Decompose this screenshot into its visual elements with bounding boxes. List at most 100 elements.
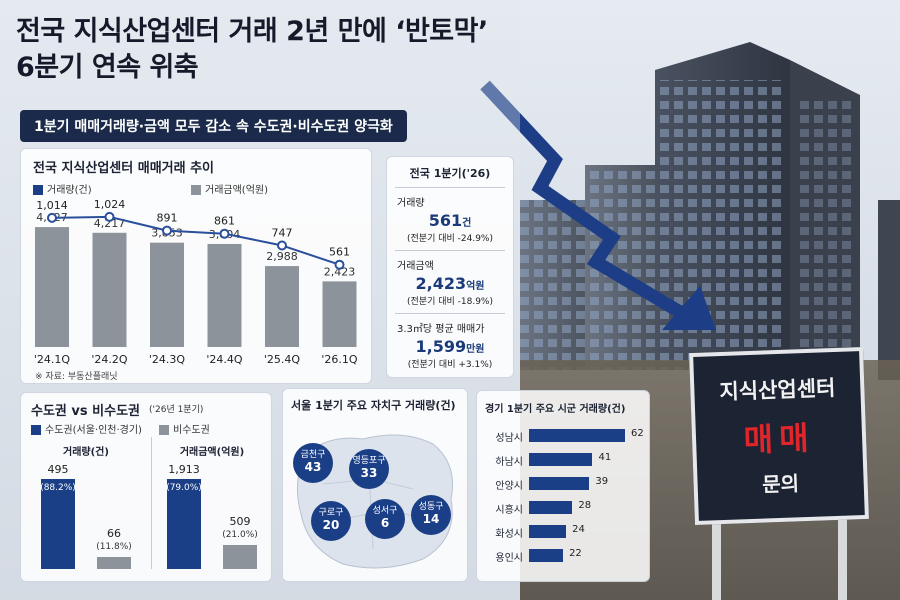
source-note: ※ 자료: 부동산플래닛	[35, 372, 118, 382]
capital-title: 수도권 vs 비수도권	[31, 404, 140, 419]
legend-volume-label: 거래량(건)	[47, 185, 92, 196]
city-bar	[529, 429, 625, 442]
volume-label: 861	[214, 215, 235, 228]
amount-bar	[207, 243, 242, 347]
national-volume-change: (전분기 대비 -24.9%)	[407, 234, 493, 244]
amount-bar	[150, 242, 184, 347]
city-row: 성남시 62	[485, 427, 645, 444]
noncapital-bar	[97, 557, 131, 569]
volume-point	[219, 228, 230, 239]
district-bubble: 성동구 14	[411, 495, 451, 535]
district-name: 영등포구	[352, 456, 386, 466]
legend-noncapital: 비수도권	[159, 421, 210, 436]
city-name: 시흥시	[495, 505, 523, 516]
divider	[395, 313, 505, 314]
subheading-bar: 1분기 매매거래량·금액 모두 감소 속 수도권·비수도권 양극화	[20, 110, 407, 142]
seoul-title: 서울 1분기 주요 자치구 거래량(건)	[291, 399, 456, 412]
category-label: '24.2Q	[91, 353, 128, 366]
city-value: 62	[631, 428, 644, 439]
national-price-label: 3.3㎡당 평균 매매가	[397, 324, 485, 335]
category-label: '25.4Q	[264, 353, 301, 366]
category-label: '24.4Q	[206, 353, 243, 366]
volume-label: 891	[157, 212, 178, 225]
bar-share-label: (21.0%)	[222, 530, 258, 541]
city-name: 하남시	[495, 457, 523, 468]
bar-value-label: 509	[229, 515, 251, 529]
trend-chart: 4,427'24.1Q4,217'24.2Q3,853'24.3Q3,804'2…	[34, 198, 358, 366]
bar-share-label: (88.2%)	[40, 483, 76, 493]
price-number: 1,599	[415, 337, 467, 356]
city-row: 시흥시 28	[485, 499, 645, 516]
amount-bar	[92, 232, 127, 347]
city-value: 28	[578, 500, 592, 511]
trend-chart-title: 전국 지식산업센터 매매거래 추이	[33, 161, 215, 176]
amount-unit: 억원	[466, 281, 485, 292]
city-value: 24	[572, 524, 585, 535]
trend-chart-panel: 4,427'24.1Q4,217'24.2Q3,853'24.3Q3,804'2…	[20, 148, 372, 384]
for-sale-sign: 지식산업센터 매매 문의	[689, 347, 869, 525]
legend-capital-label: 수도권(서울·인천·경기)	[45, 425, 142, 436]
district-value: 14	[422, 512, 440, 526]
volume-point	[162, 225, 172, 236]
divider	[395, 250, 505, 251]
volume-line	[51, 215, 340, 266]
category-label: '24.1Q	[34, 353, 71, 366]
bar-value-label: 66	[107, 527, 121, 540]
headline-line-1: 전국 지식산업센터 거래 2년 만에 ‘반토막’	[16, 16, 488, 47]
sign-post-right	[838, 505, 847, 600]
city-value: 22	[569, 548, 582, 559]
volume-point	[104, 211, 115, 222]
noncapital-bar	[223, 545, 257, 569]
capital-note: ('26년 1분기)	[149, 405, 204, 415]
national-price-value: 1,599만원	[387, 337, 513, 356]
bar-share-label: (11.8%)	[96, 542, 132, 552]
amount-number: 2,423	[415, 274, 467, 293]
legend-amount-label: 거래금액(억원)	[205, 185, 269, 196]
category-label: '26.1Q	[321, 353, 358, 366]
volume-label: 1,014	[36, 199, 68, 212]
amount-bar	[265, 266, 299, 347]
sign-line-3: 문의	[761, 471, 800, 497]
bar-value-label: 1,913	[168, 463, 200, 476]
district-name: 성동구	[418, 502, 444, 512]
volume-point	[334, 259, 345, 270]
city-name: 안양시	[495, 481, 523, 492]
gyeonggi-city-panel: 경기 1분기 주요 시군 거래량(건) 성남시 62 하남시 41 안양시 39 시흥시 28…	[476, 390, 650, 582]
national-title: 전국 1분기('26)	[409, 167, 491, 180]
amount-label: 2,423	[324, 265, 356, 278]
district-name: 구로구	[318, 508, 344, 518]
city-row: 화성시 24	[485, 523, 645, 540]
district-bubble: 성서구 6	[365, 499, 405, 539]
bar-value-label: 495	[47, 463, 69, 476]
legend-capital: 수도권(서울·인천·경기)	[31, 421, 142, 436]
legend-swatch-navy	[31, 425, 41, 435]
city-bar	[529, 477, 590, 490]
city-bar	[529, 501, 573, 514]
volume-label: 561	[329, 246, 350, 259]
sign-post-left	[712, 510, 721, 600]
district-bubble: 금천구 43	[293, 443, 333, 483]
city-name: 화성시	[495, 529, 523, 540]
national-amount-label: 거래금액	[397, 261, 434, 272]
divider	[151, 437, 152, 569]
national-volume-label: 거래량	[397, 198, 425, 209]
price-unit: 만원	[466, 344, 485, 355]
city-name: 성남시	[495, 433, 523, 444]
volume-point	[47, 212, 57, 223]
national-amount-change: (전분기 대비 -18.9%)	[407, 297, 493, 307]
city-bar	[529, 549, 564, 562]
legend-swatch-navy	[33, 185, 43, 195]
legend-amount: 거래금액(억원)	[191, 181, 268, 196]
district-value: 33	[360, 466, 378, 480]
divider	[395, 187, 505, 188]
legend-volume: 거래량(건)	[33, 181, 92, 196]
legend-swatch-gray	[191, 185, 201, 195]
district-name: 성서구	[372, 506, 398, 516]
district-value: 43	[304, 460, 322, 474]
national-amount-value: 2,423억원	[387, 274, 513, 293]
category-label: '24.3Q	[149, 353, 186, 366]
capital-bar	[41, 479, 75, 569]
volume-unit: 건	[462, 218, 472, 229]
district-bubble: 영등포구 33	[349, 449, 389, 489]
legend-swatch-gray	[159, 425, 169, 435]
